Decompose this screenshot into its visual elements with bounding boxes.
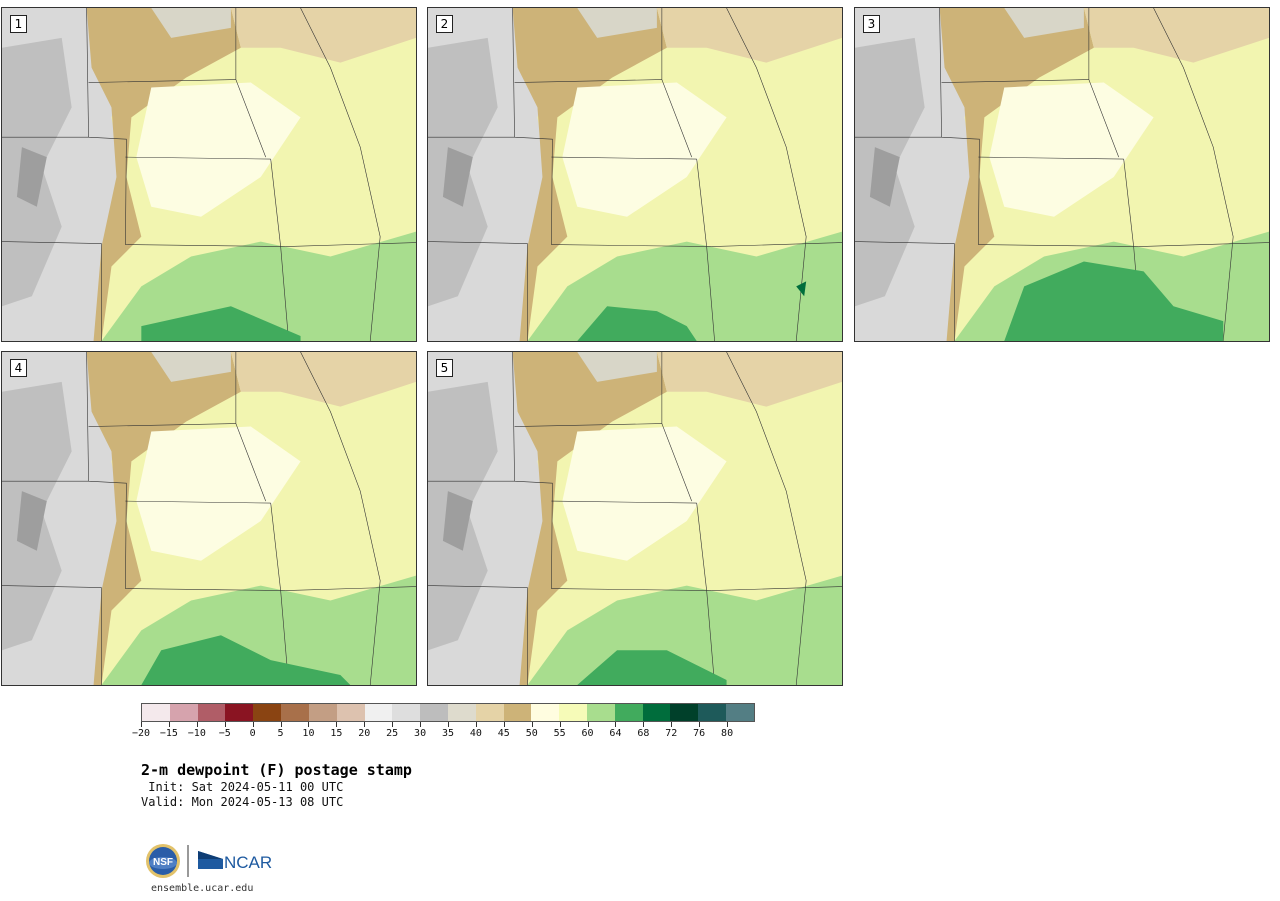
- colorbar-tick-label: −10: [187, 728, 206, 739]
- colorbar-swatch: [726, 704, 754, 721]
- colorbar-tick-label: 15: [330, 728, 343, 739]
- ncar-logo-icon: NCAR: [198, 851, 272, 872]
- ensemble-member-map-3: 3: [854, 7, 1270, 342]
- colorbar-ticks: −20 −15 −10 −5 0 5 10 15 20 25 30 35 40 45 50 55 60 64 68 7…: [132, 722, 755, 742]
- colorbar-tick: [224, 722, 226, 727]
- colorbar-swatch: [197, 704, 226, 721]
- valid-time: Valid: Mon 2024-05-13 08 UTC: [141, 795, 344, 809]
- colorbar-tick: [475, 722, 477, 727]
- dewpoint-map-4: [2, 352, 416, 685]
- colorbar-tick-label: −5: [218, 728, 231, 739]
- colorbar-swatch: [364, 704, 393, 721]
- colorbar-tick: [727, 722, 729, 727]
- colorbar-swatch: [225, 704, 254, 721]
- nsf-ncar-logo: NSF NCAR: [145, 843, 275, 879]
- colorbar-tick: [615, 722, 617, 727]
- colorbar-tick: [336, 722, 338, 727]
- colorbar-tick-label: 10: [302, 728, 315, 739]
- colorbar-tick-label: 20: [358, 728, 371, 739]
- website-url: ensemble.ucar.edu: [151, 883, 254, 894]
- colorbar-tick-label: 64: [609, 728, 622, 739]
- colorbar-tick-label: 55: [553, 728, 566, 739]
- colorbar-tick: [559, 722, 561, 727]
- colorbar-swatch: [420, 704, 448, 721]
- panel-number-label: 4: [10, 359, 27, 377]
- colorbar-tick: [587, 722, 589, 727]
- colorbar-tick-label: 25: [386, 728, 399, 739]
- colorbar-tick: [196, 722, 198, 727]
- dewpoint-colorbar: [141, 703, 755, 722]
- colorbar-tick: [448, 722, 449, 727]
- colorbar-swatch: [392, 704, 421, 721]
- ensemble-member-map-5: 5: [427, 351, 843, 686]
- colorbar-tick-label: 30: [414, 728, 427, 739]
- colorbar-swatch: [169, 704, 198, 721]
- ensemble-member-map-2: 2: [427, 7, 843, 342]
- colorbar-tick: [392, 722, 394, 727]
- ensemble-member-map-4: 4: [1, 351, 417, 686]
- colorbar-swatch: [531, 704, 560, 721]
- colorbar-tick-label: −15: [159, 728, 178, 739]
- colorbar-tick-label: 68: [637, 728, 650, 739]
- dewpoint-map-3: [855, 8, 1269, 341]
- colorbar-swatch: [142, 704, 170, 721]
- colorbar-swatch: [503, 704, 532, 721]
- colorbar-tick-label: 0: [249, 728, 256, 739]
- colorbar-tick: [364, 722, 366, 727]
- dewpoint-map-2: [428, 8, 842, 341]
- colorbar-tick: [531, 722, 533, 727]
- colorbar-tick-label: 40: [469, 728, 482, 739]
- colorbar-tick-label: 45: [497, 728, 510, 739]
- colorbar-swatch: [308, 704, 337, 721]
- colorbar-tick-label: 50: [525, 728, 538, 739]
- panel-number-label: 1: [10, 15, 27, 33]
- colorbar-tick: [503, 722, 505, 727]
- colorbar-swatch: [614, 704, 643, 721]
- colorbar-tick-label: 72: [665, 728, 678, 739]
- svg-text:NSF: NSF: [153, 857, 173, 868]
- colorbar-tick: [308, 722, 310, 727]
- colorbar-swatch: [559, 704, 587, 721]
- ensemble-member-map-1: 1: [1, 7, 417, 342]
- nsf-logo-icon: NSF: [146, 844, 180, 878]
- colorbar-tick-label: 80: [721, 728, 734, 739]
- colorbar-swatch: [698, 704, 727, 721]
- colorbar-tick: [141, 722, 142, 727]
- panel-number-label: 2: [436, 15, 453, 33]
- init-time: Init: Sat 2024-05-11 00 UTC: [141, 780, 344, 794]
- colorbar-tick: [168, 722, 170, 727]
- colorbar-tick: [420, 722, 422, 727]
- colorbar-tick-label: 76: [693, 728, 706, 739]
- colorbar-tick-label: 35: [441, 728, 455, 739]
- colorbar-tick: [671, 722, 673, 727]
- colorbar-swatch: [587, 704, 615, 721]
- colorbar-tick: [252, 722, 254, 727]
- colorbar-tick-label: −20: [131, 728, 151, 739]
- page-title: 2-m dewpoint (F) postage stamp: [141, 761, 412, 779]
- colorbar-swatch: [475, 704, 504, 721]
- colorbar-swatch: [336, 704, 365, 721]
- dewpoint-map-5: [428, 352, 842, 685]
- colorbar-tick: [699, 722, 701, 727]
- colorbar-tick-label: 5: [277, 728, 284, 739]
- panel-number-label: 5: [436, 359, 453, 377]
- colorbar-swatch: [281, 704, 309, 721]
- colorbar-swatch: [253, 704, 282, 721]
- colorbar-swatch: [447, 704, 476, 721]
- colorbar-swatch: [670, 704, 699, 721]
- colorbar-tick: [280, 722, 282, 727]
- colorbar-swatch: [642, 704, 671, 721]
- panel-number-label: 3: [863, 15, 880, 33]
- svg-text:NCAR: NCAR: [224, 853, 272, 872]
- dewpoint-map-1: [2, 8, 416, 341]
- colorbar-tick-label: 60: [581, 728, 594, 739]
- colorbar-tick: [643, 722, 645, 727]
